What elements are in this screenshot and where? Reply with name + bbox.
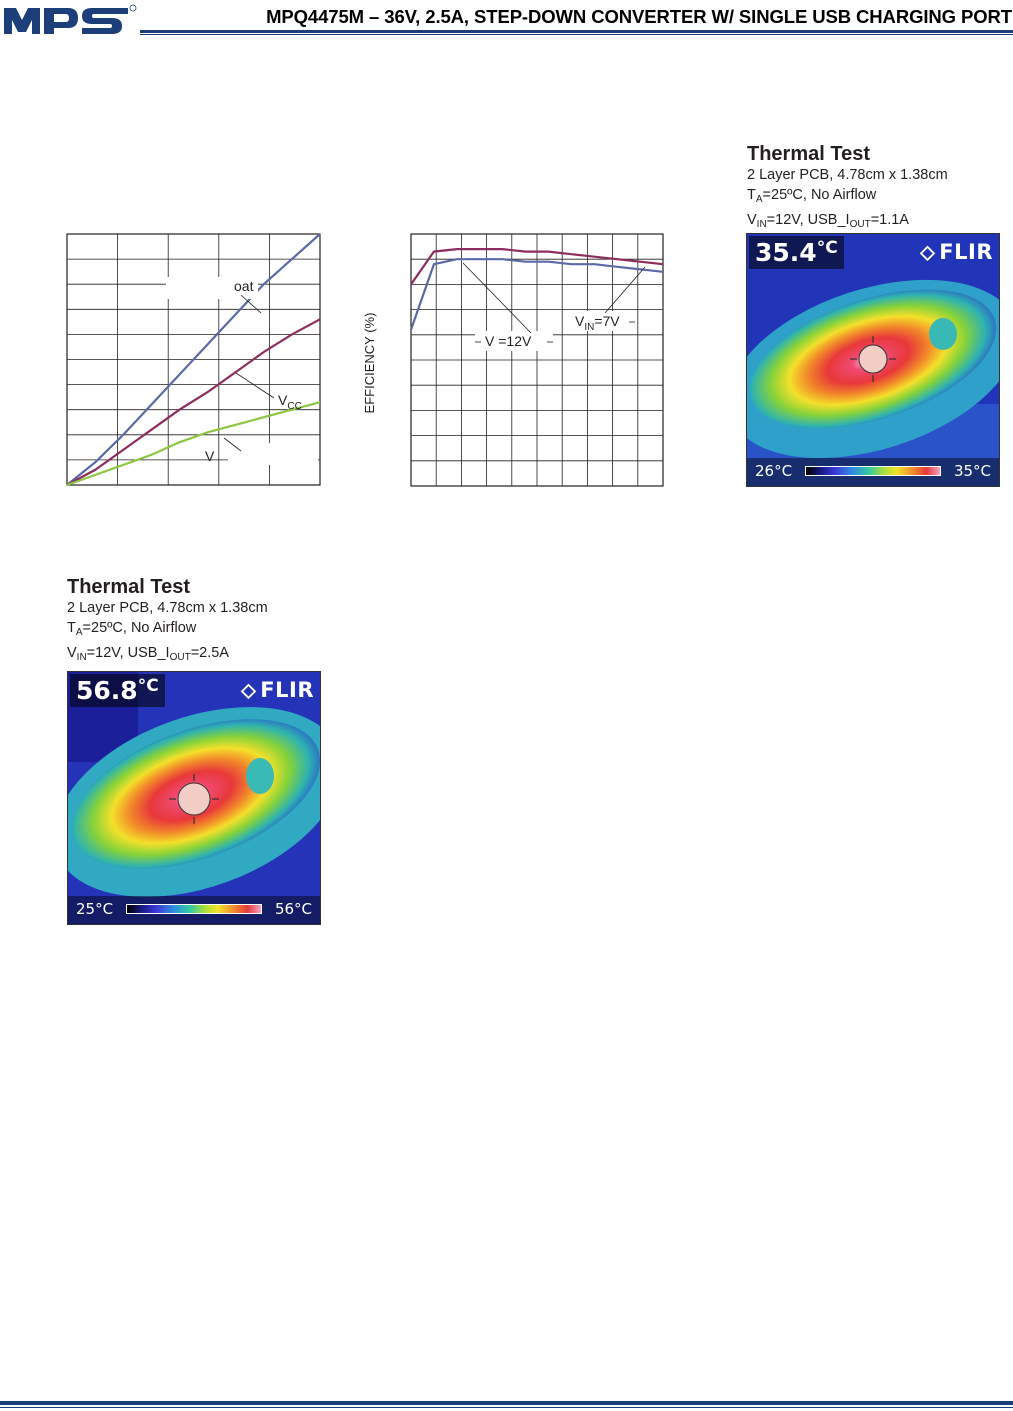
scale-min: 25°C [76,900,114,918]
footer-rule [0,1401,1013,1405]
callout-line [223,437,242,452]
document-title: MPQ4475M – 36V, 2.5A, STEP-DOWN CONVERTE… [266,6,1012,27]
max-temp-readout: 56.8°C [70,674,165,707]
scale-max: 35°C [953,462,991,480]
callout-line [240,294,262,314]
page-header: MPQ4475M – 36V, 2.5A, STEP-DOWN CONVERTE… [0,0,1013,40]
thermal-title: Thermal Test [747,143,870,165]
pcb-line: 2 Layer PCB, 4.78cm x 1.38cm [67,600,268,616]
thermal-image-2: 56.8°C ⬦ FLIR 25°C 56°C [67,671,321,925]
series-line [66,318,321,486]
scale-max: 56°C [274,900,312,918]
ambient-line: TA=25ºC, No Airflow [67,620,197,638]
scale-gradient [126,904,262,914]
label-vcc: VCC [278,392,302,412]
condition-line: VIN=12V, USB_IOUT=1.1A [747,212,909,230]
condition-line: VIN=12V, USB_IOUT=2.5A [67,645,229,663]
label-mask [228,443,318,465]
header-rule [140,30,1013,33]
pcb-line: 2 Layer PCB, 4.78cm x 1.38cm [747,167,948,183]
callout-line [462,262,532,334]
series-line [410,248,664,286]
thermal-heatmap [747,234,999,486]
flir-logo: ⬦ FLIR [920,240,993,264]
label-v: V [205,448,215,464]
flir-diamond-icon: ⬦ [241,678,257,702]
temperature-scale: 25°C 56°C [68,896,320,924]
series-line [66,401,321,487]
efficiency-chart: EFFICIENCY (%) V =12V VIN=7V [362,233,664,487]
series-line [409,258,664,331]
series-line [66,233,321,486]
label-oat: oat [234,278,254,294]
mps-logo [2,4,138,36]
flir-diamond-icon: ⬦ [920,240,936,264]
callout-line [235,372,275,399]
label-mask [166,277,258,299]
scale-min: 26°C [755,462,793,480]
flir-logo: ⬦ FLIR [241,678,314,702]
y-axis-label: EFFICIENCY (%) [362,313,377,414]
ambient-line: TA=25ºC, No Airflow [747,187,877,205]
temperature-scale: 26°C 35°C [747,458,999,486]
thermal-heatmap [68,672,320,924]
label-vin-12v: V =12V [485,333,532,349]
label-mask [571,311,633,331]
max-temp-readout: 35.4°C [749,236,844,269]
thermal-caption-2: Thermal Test 2 Layer PCB, 4.78cm x 1.38c… [67,576,327,668]
thermal-image-1: 35.4°C ⬦ FLIR 26°C 35°C [746,233,1000,487]
footer-rule-thin [0,1407,1013,1408]
header-rule-thin [140,34,1013,35]
line-chart-left: oat VCC V [66,233,321,487]
label-vin-7v: VIN=7V [575,313,620,333]
label-mask [475,331,553,351]
thermal-caption-1: Thermal Test 2 Layer PCB, 4.78cm x 1.38c… [747,143,1007,235]
thermal-title: Thermal Test [67,576,190,598]
callout-line [604,266,646,314]
scale-gradient [805,466,941,476]
